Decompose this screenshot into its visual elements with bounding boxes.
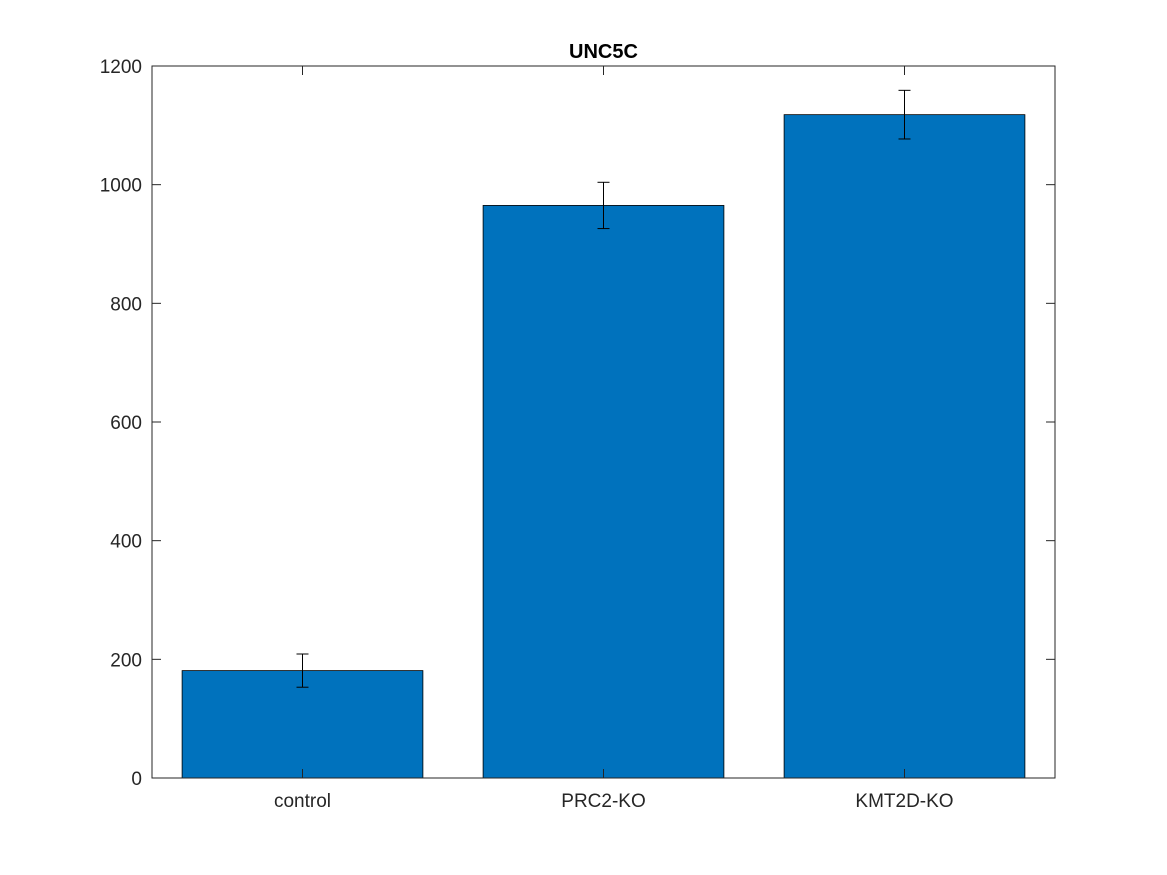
y-tick-label: 1000 xyxy=(100,176,142,197)
error-bar-kmt2d-ko xyxy=(898,89,911,140)
y-tick-label: 200 xyxy=(110,650,142,671)
bar-prc2-ko xyxy=(482,205,725,779)
x-tick-label: control xyxy=(274,791,331,812)
bar-control xyxy=(181,670,424,779)
bar-kmt2d-ko xyxy=(783,114,1026,779)
error-bar-control xyxy=(296,653,309,688)
y-tick-label: 800 xyxy=(110,294,142,315)
error-bars-layer xyxy=(296,89,911,688)
x-tick-label: KMT2D-KO xyxy=(855,791,953,812)
y-tick-labels: 0 200 400 600 800 1000 1200 xyxy=(100,57,142,790)
y-tick-label: 400 xyxy=(110,532,142,553)
error-bar-prc2-ko xyxy=(597,181,610,230)
y-tick-label: 600 xyxy=(110,413,142,434)
y-tick-label: 0 xyxy=(131,769,142,790)
chart-title: UNC5C xyxy=(569,41,638,63)
y-tick-label: 1200 xyxy=(100,57,142,78)
x-tick-labels: control PRC2-KO KMT2D-KO xyxy=(274,791,954,812)
ticks-layer xyxy=(152,65,1055,779)
x-tick-label: PRC2-KO xyxy=(561,791,645,812)
